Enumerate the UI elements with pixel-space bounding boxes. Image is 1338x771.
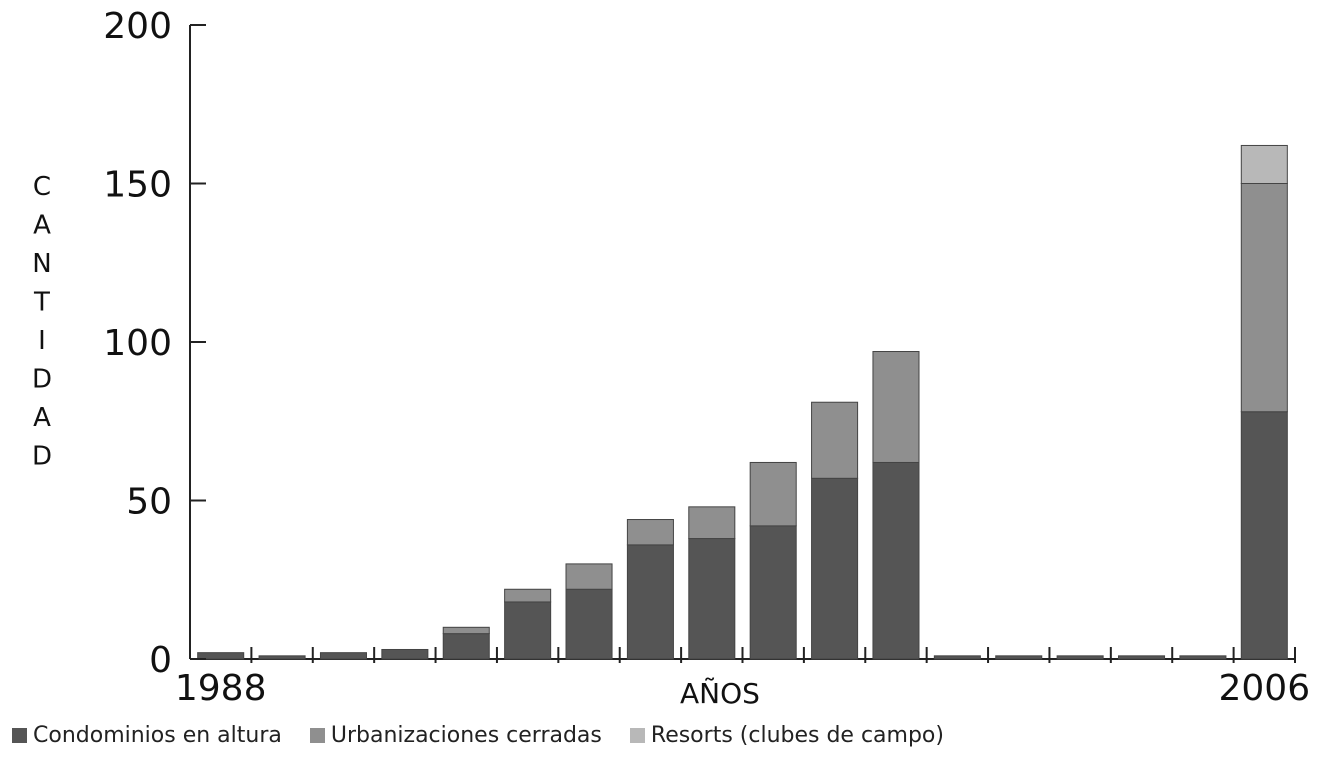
bar-segment-urbanizaciones (565, 563, 613, 590)
bars (197, 144, 1288, 660)
y-tick-label: 150 (103, 165, 172, 206)
y-tick-label: 200 (103, 6, 172, 47)
bar-segment-condominios (995, 655, 1043, 660)
legend: Condominios en altura Urbanizaciones cer… (12, 715, 972, 755)
y-axis-label-letter: N (32, 249, 51, 279)
x-tick-label: 2006 (1218, 668, 1310, 709)
y-tick-label: 100 (103, 323, 172, 364)
y-axis-label-letter: A (33, 211, 51, 241)
bar-segment-urbanizaciones (688, 506, 736, 540)
legend-label-condominios: Condominios en altura (33, 722, 282, 748)
y-ticks: 0 50 100 150 200 (103, 6, 206, 681)
bar-segment-condominios (565, 588, 613, 660)
y-axis-label-letter: A (33, 403, 51, 433)
y-axis-label-letter: I (38, 326, 46, 356)
bar-segment-condominios (1179, 655, 1227, 660)
y-axis-label-letter: D (32, 365, 52, 395)
y-tick-label: 50 (126, 482, 172, 523)
bar-segment-condominios (381, 648, 429, 660)
legend-swatch-resorts (629, 727, 645, 743)
y-axis-label-letter: C (33, 172, 51, 202)
bar-segment-condominios (811, 477, 859, 660)
bar-segment-condominios (1240, 411, 1288, 660)
bar-segment-condominios (688, 538, 736, 660)
legend-label-resorts: Resorts (clubes de campo) (650, 722, 944, 748)
bar-segment-urbanizaciones (811, 401, 859, 479)
legend-item-condominios: Condominios en altura (12, 723, 282, 748)
legend-label-urbanizaciones: Urbanizaciones cerradas (330, 722, 602, 748)
bar-segment-urbanizaciones (442, 626, 490, 635)
legend-item-urbanizaciones: Urbanizaciones cerradas (309, 722, 602, 748)
x-ticks: 1988 2006 (175, 647, 1310, 709)
x-axis-label: AÑOS (680, 677, 760, 710)
bar-segment-condominios (258, 655, 306, 660)
bar-segment-condominios (1118, 655, 1166, 660)
bar-segment-urbanizaciones (749, 461, 797, 527)
x-tick-label: 1988 (175, 668, 267, 709)
legend-swatch-condominios (12, 727, 27, 743)
bar-segment-condominios (442, 633, 490, 660)
bar-segment-urbanizaciones (872, 351, 920, 463)
bar-segment-urbanizaciones (504, 588, 552, 603)
bar-segment-resorts (1240, 144, 1288, 185)
bar-segment-urbanizaciones (1240, 183, 1288, 413)
axes (189, 25, 1295, 660)
bar-segment-urbanizaciones (626, 519, 674, 546)
bar-segment-condominios (626, 544, 674, 660)
legend-swatch-urbanizaciones (309, 727, 325, 743)
legend-item-resorts: Resorts (clubes de campo) (629, 722, 944, 748)
y-axis-label-letter: D (32, 442, 52, 472)
bar-segment-condominios (872, 461, 920, 660)
y-axis-label-letter: T (33, 288, 50, 318)
bar-segment-condominios (197, 652, 245, 660)
y-tick-label: 0 (149, 640, 172, 681)
bar-segment-condominios (504, 601, 552, 660)
bar-segment-condominios (749, 525, 797, 660)
bar-segment-condominios (319, 652, 367, 660)
bar-segment-condominios (1056, 655, 1104, 660)
bar-segment-condominios (933, 655, 981, 660)
